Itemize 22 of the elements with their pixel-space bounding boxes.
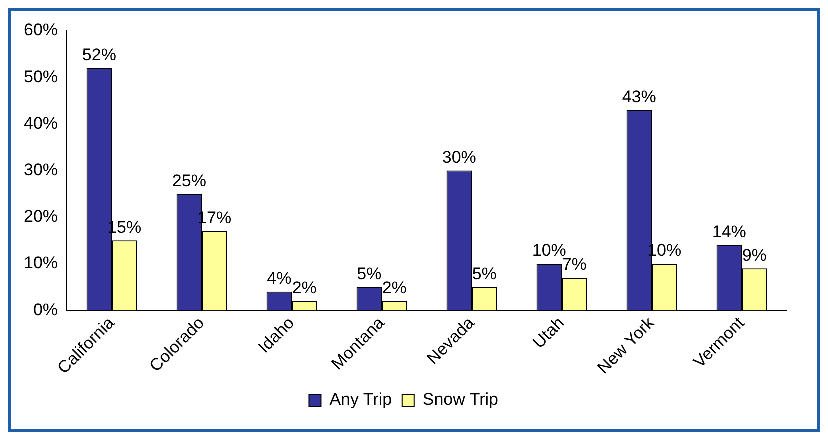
- data-label: 5%: [472, 264, 497, 284]
- y-tick-label: 0%: [33, 300, 58, 320]
- y-tick-label: 60%: [24, 20, 58, 40]
- legend-label: Snow Trip: [422, 390, 498, 410]
- y-tick-label: 40%: [24, 114, 58, 133]
- data-label: 7%: [562, 255, 587, 274]
- data-label: 4%: [267, 269, 292, 288]
- data-label: 2%: [382, 278, 407, 298]
- x-tick-label: Utah: [529, 313, 568, 352]
- y-tick-label: 10%: [24, 254, 58, 273]
- legend-label: Any Trip: [330, 390, 392, 410]
- data-label: 5%: [357, 264, 382, 284]
- data-label: 25%: [172, 171, 206, 190]
- data-label: 43%: [622, 87, 656, 106]
- data-label: 2%: [292, 278, 317, 298]
- y-tick-label: 50%: [24, 67, 58, 86]
- data-label: 30%: [442, 148, 476, 167]
- data-label: 52%: [82, 45, 116, 64]
- data-label: 14%: [712, 222, 746, 242]
- y-tick-label: 30%: [24, 160, 58, 180]
- y-tick-label: 20%: [24, 207, 58, 226]
- data-label: 9%: [742, 246, 767, 265]
